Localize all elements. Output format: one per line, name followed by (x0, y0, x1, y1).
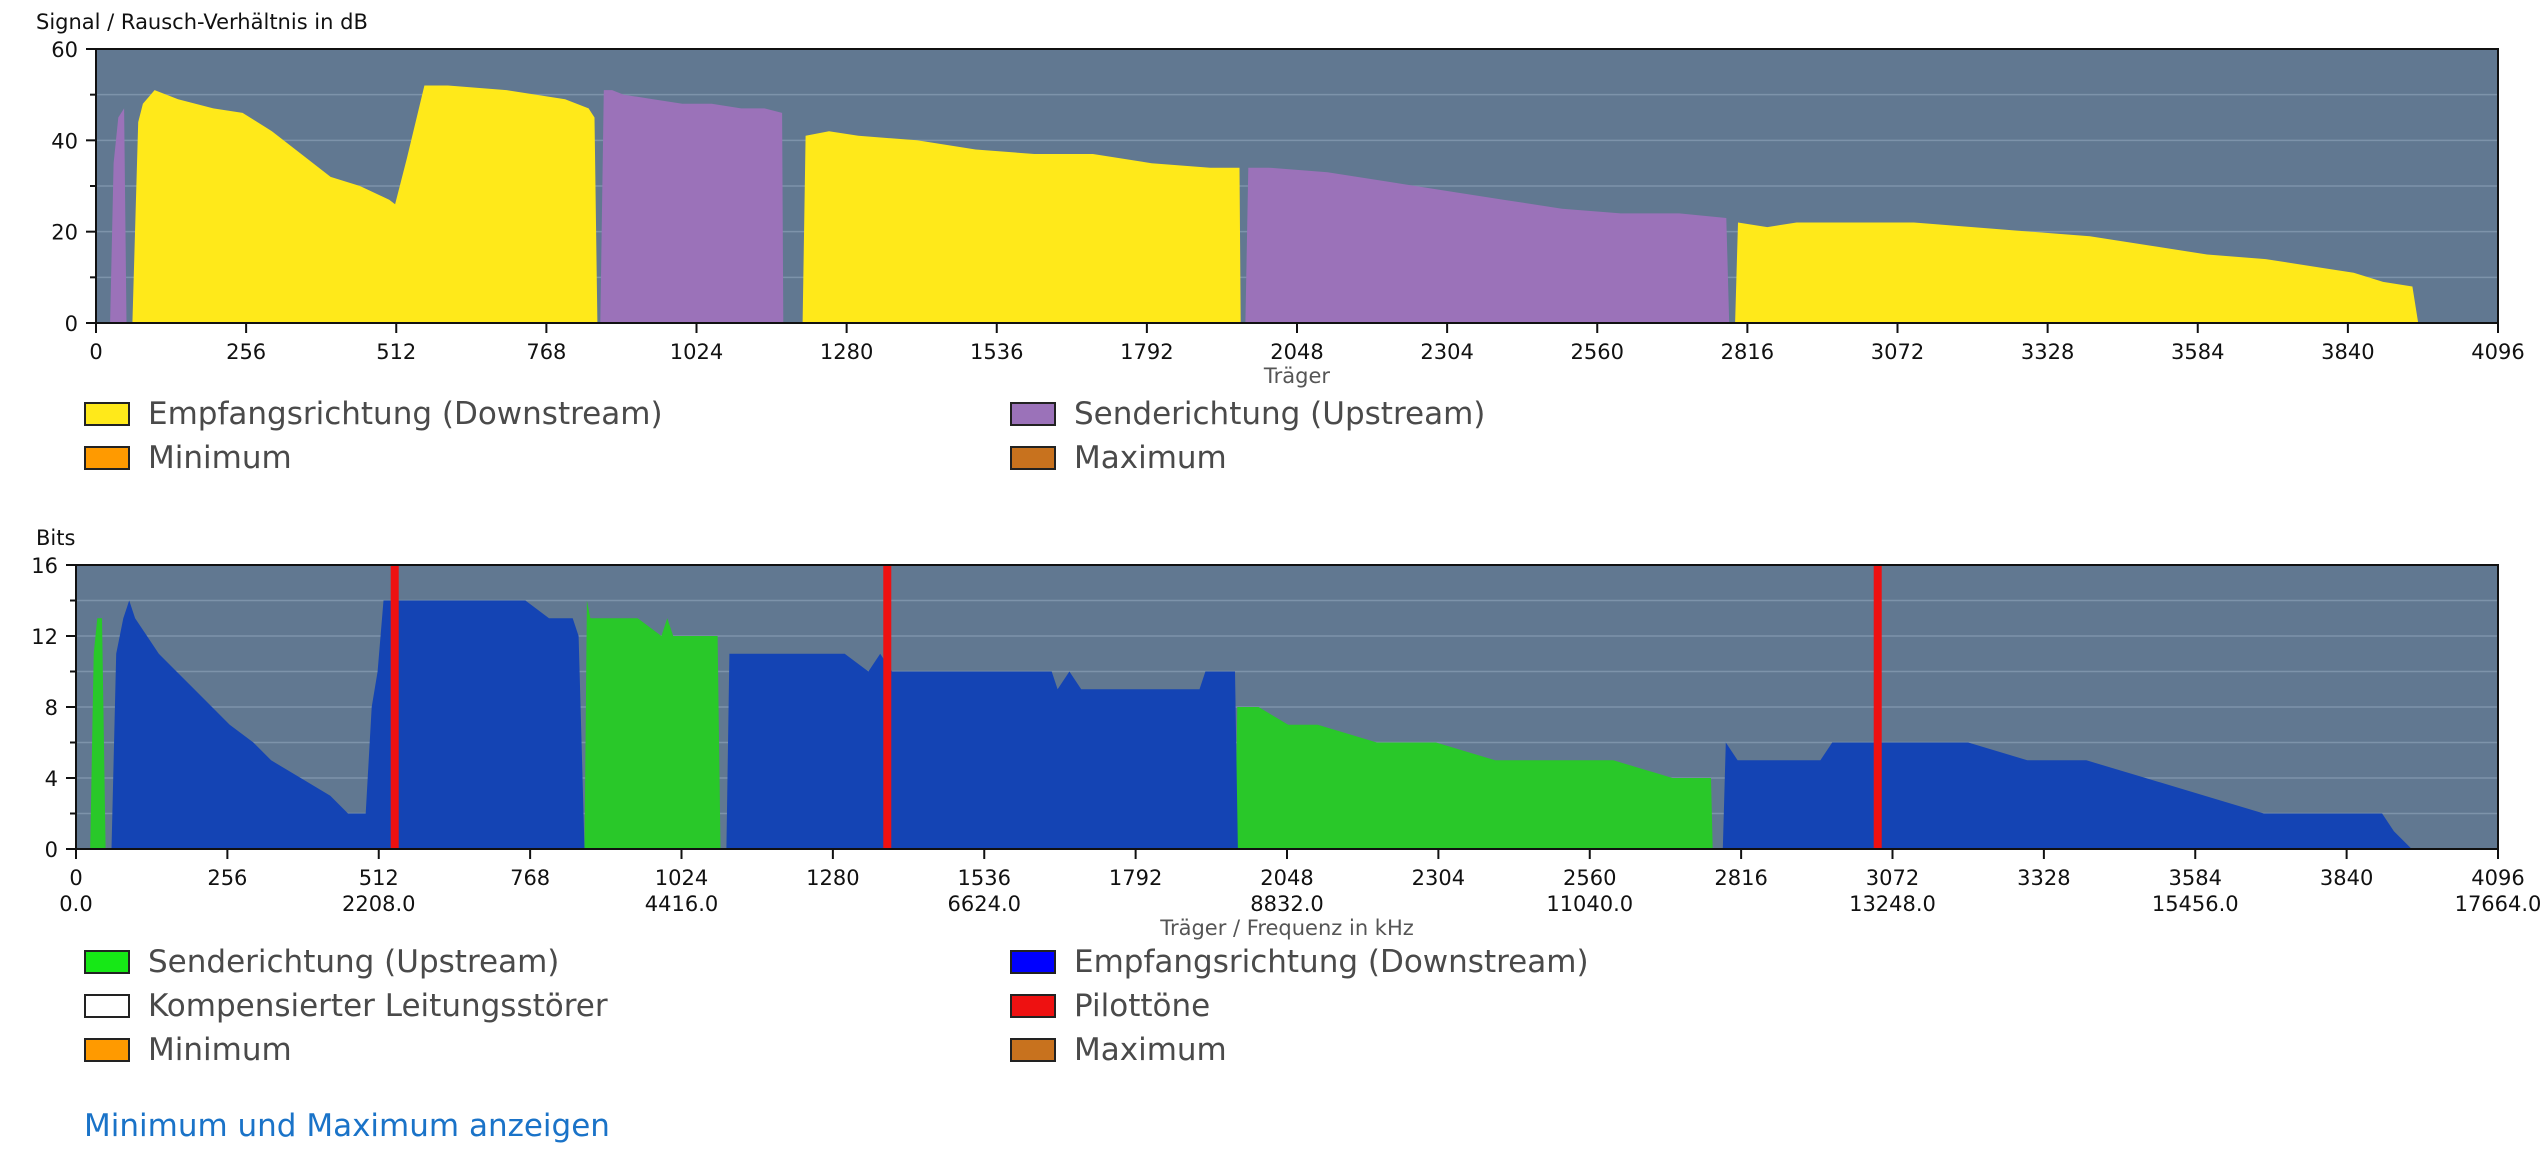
x-tick-label: 2304 (1412, 866, 1465, 890)
upstream-swatch (1010, 402, 1056, 426)
legend-item-pilot-tones: Pilottöne (1010, 988, 1210, 1024)
x-tick-label: 2816 (1714, 866, 1767, 890)
downstream-swatch (1010, 950, 1056, 974)
maximum-swatch (1010, 1038, 1056, 1062)
x-tick-label: 3328 (2017, 866, 2070, 890)
x-tick-label: 1536 (970, 340, 1023, 364)
pilot-tone-line (390, 565, 399, 849)
x-tick-label: 3840 (2320, 866, 2373, 890)
legend-item-upstream: Senderichtung (Upstream) (1010, 396, 1485, 432)
y-tick-label: 60 (51, 38, 78, 62)
y-tick-label: 0 (65, 312, 78, 336)
legend-item-maximum: Maximum (1010, 1032, 1227, 1068)
legend-label: Minimum (148, 440, 292, 476)
series-area (111, 600, 2412, 849)
y-tick-label: 4 (45, 767, 58, 791)
x-tick-label: 3584 (2169, 866, 2222, 890)
x-freq-label: 15456.0 (2152, 892, 2239, 916)
x-tick-label: 1280 (820, 340, 873, 364)
x-tick-label: 2816 (1721, 340, 1774, 364)
y-axis-title: Bits (36, 526, 75, 550)
minimum-swatch (84, 1038, 130, 1062)
x-tick-label: 3072 (1866, 866, 1919, 890)
x-tick-label: 3328 (2021, 340, 2074, 364)
x-tick-label: 1024 (670, 340, 723, 364)
legend-item-crosstalk: Kompensierter Leitungsstörer (84, 988, 608, 1024)
upstream-swatch (84, 950, 130, 974)
pilot-tone-line (883, 565, 892, 849)
legend-item-minimum: Minimum (84, 440, 292, 476)
legend-item-upstream: Senderichtung (Upstream) (84, 944, 559, 980)
x-tick-label: 2048 (1270, 340, 1323, 364)
x-tick-label: 512 (359, 866, 399, 890)
legend-item-downstream: Empfangsrichtung (Downstream) (1010, 944, 1589, 980)
legend-label: Maximum (1074, 440, 1227, 476)
series-area (132, 85, 2419, 323)
legend-label: Empfangsrichtung (Downstream) (1074, 944, 1589, 980)
x-tick-label: 0 (89, 340, 102, 364)
x-freq-label: 8832.0 (1250, 892, 1323, 916)
x-tick-label: 3072 (1871, 340, 1924, 364)
x-freq-label: 0.0 (59, 892, 92, 916)
pilot-tones-swatch (1010, 994, 1056, 1018)
legend-label: Pilottöne (1074, 988, 1211, 1024)
legend-label: Empfangsrichtung (Downstream) (148, 396, 663, 432)
x-tick-label: 4096 (2471, 340, 2524, 364)
y-tick-label: 12 (31, 625, 58, 649)
x-freq-label: 13248.0 (1849, 892, 1936, 916)
legend-item-downstream: Empfangsrichtung (Downstream) (84, 396, 663, 432)
y-axis-title: Signal / Rausch-Verhältnis in dB (36, 10, 368, 34)
legend-label: Maximum (1074, 1032, 1227, 1068)
x-tick-label: 2048 (1260, 866, 1313, 890)
x-tick-label: 256 (226, 340, 266, 364)
x-freq-label: 6624.0 (948, 892, 1021, 916)
series-area (110, 90, 1730, 323)
crosstalk-swatch (84, 994, 130, 1018)
y-tick-label: 8 (45, 696, 58, 720)
pilot-tone-line (1873, 565, 1882, 849)
x-tick-label: 3840 (2321, 340, 2374, 364)
x-tick-label: 256 (207, 866, 247, 890)
x-tick-label: 2560 (1563, 866, 1616, 890)
y-tick-label: 16 (31, 554, 58, 578)
legend-label: Minimum (148, 1032, 292, 1068)
x-tick-label: 768 (526, 340, 566, 364)
x-tick-label: 2560 (1571, 340, 1624, 364)
x-tick-label: 1024 (655, 866, 708, 890)
legend-label: Kompensierter Leitungsstörer (148, 988, 608, 1024)
x-axis-title: Träger (1263, 364, 1330, 388)
x-tick-label: 1792 (1109, 866, 1162, 890)
x-freq-label: 4416.0 (645, 892, 718, 916)
y-tick-label: 0 (45, 838, 58, 862)
snr-chart: 0 20 40 60 0 256 512 768 1024 1280 1536 1792 2048 230… (36, 10, 2525, 388)
y-tick-label: 20 (51, 221, 78, 245)
x-tick-label: 1792 (1120, 340, 1173, 364)
x-tick-label: 1536 (958, 866, 1011, 890)
x-tick-label: 4096 (2471, 866, 2524, 890)
x-tick-label: 0 (69, 866, 82, 890)
x-freq-label: 17664.0 (2455, 892, 2542, 916)
bits-chart: 0 4 8 12 16 0 256 512 768 1024 1280 1536 1792 2048 230… (31, 526, 2541, 940)
minimum-swatch (84, 446, 130, 470)
x-freq-label: 2208.0 (342, 892, 415, 916)
x-tick-label: 512 (376, 340, 416, 364)
x-tick-label: 2304 (1420, 340, 1473, 364)
show-min-max-link[interactable]: Minimum und Maximum anzeigen (84, 1108, 610, 1144)
legend-item-maximum: Maximum (1010, 440, 1227, 476)
x-tick-label: 768 (510, 866, 550, 890)
downstream-swatch (84, 402, 130, 426)
series-area (90, 600, 1713, 849)
y-tick-label: 40 (51, 129, 78, 153)
x-tick-label: 3584 (2171, 340, 2224, 364)
legend-label: Senderichtung (Upstream) (148, 944, 560, 980)
x-freq-label: 11040.0 (1546, 892, 1633, 916)
x-tick-label: 1280 (806, 866, 859, 890)
legend-item-minimum: Minimum (84, 1032, 292, 1068)
maximum-swatch (1010, 446, 1056, 470)
legend-label: Senderichtung (Upstream) (1074, 396, 1486, 432)
x-axis-title: Träger / Frequenz in kHz (1159, 916, 1414, 940)
